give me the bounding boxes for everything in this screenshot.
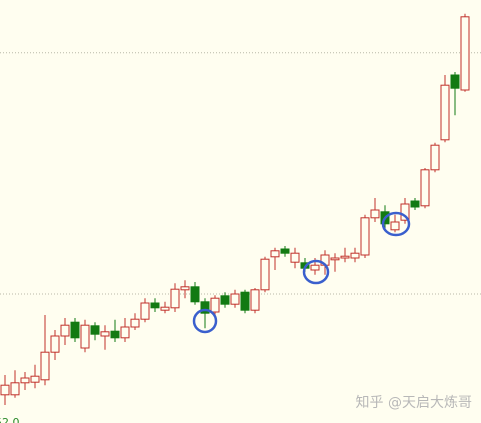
candle-body (450, 74, 460, 89)
candle-body (220, 295, 230, 305)
highlight-circle (381, 211, 411, 237)
candle-body (20, 377, 30, 384)
candle-body (10, 382, 20, 396)
candle-body (40, 351, 50, 381)
candle-body (290, 252, 300, 263)
candle-body (170, 288, 180, 309)
candle-body (60, 324, 70, 337)
candle-body (160, 306, 170, 311)
candle-body (460, 16, 470, 91)
candle-body (360, 217, 370, 256)
candle-body (340, 255, 350, 259)
candle-body (280, 248, 290, 254)
candles (0, 13, 470, 405)
candle-body (330, 257, 340, 261)
candle-body (140, 302, 150, 320)
candle-body (210, 297, 220, 313)
highlight-circle (302, 259, 330, 285)
y-tick-label: 52.0 (0, 416, 20, 423)
candle-body (350, 252, 360, 259)
candle-body (130, 318, 140, 328)
candle-body (310, 264, 320, 271)
candle-body (270, 250, 280, 258)
candle-body (370, 209, 380, 219)
watermark: 知乎 @天启大炼哥 (356, 394, 472, 411)
highlight-circle (192, 308, 218, 334)
candle-body (440, 84, 450, 141)
axis: 52.0 (0, 416, 20, 423)
candle-body (180, 286, 190, 291)
candle-body (390, 221, 400, 231)
candle-body (70, 321, 80, 339)
candle-body (30, 375, 40, 383)
highlights (192, 211, 411, 334)
candle-body (90, 325, 100, 335)
candle-body (0, 384, 10, 396)
candle-body (430, 144, 440, 171)
candle-body (100, 331, 110, 337)
candle-body (410, 200, 420, 208)
candle-body (190, 286, 200, 303)
candle-body (150, 302, 160, 309)
candle-body (260, 258, 270, 291)
candle-body (200, 301, 210, 314)
candle-body (250, 289, 260, 311)
candle-body (120, 326, 130, 339)
candle-body (50, 335, 60, 353)
candle-body (110, 330, 120, 339)
candle-body (230, 293, 240, 305)
candle-body (400, 203, 410, 221)
candle-body (420, 169, 430, 207)
candle-body (80, 324, 90, 349)
candle-body (240, 291, 250, 311)
